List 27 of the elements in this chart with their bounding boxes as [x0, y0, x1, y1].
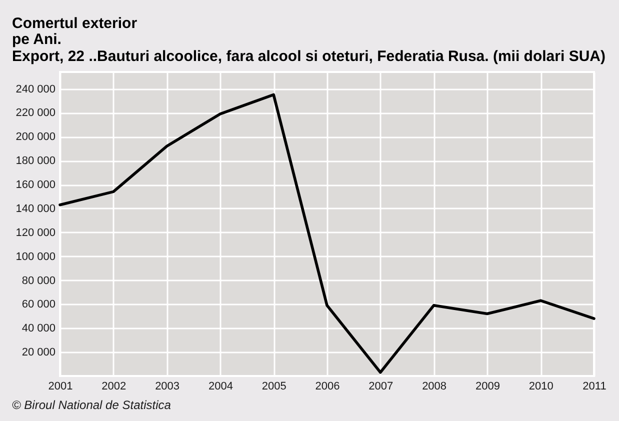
y-tick-label: 120 000: [16, 226, 56, 239]
y-tick-label: 160 000: [16, 179, 56, 192]
chart-subtitle: pe Ani. Export, 22 ..Bauturi alcoolice, fara alcool si oteturi, Federatia Rusa. (mii dolari SUA): [12, 31, 606, 65]
y-tick-label: 140 000: [16, 202, 56, 215]
line-series: [58, 93, 596, 374]
y-tick-label: 100 000: [16, 250, 56, 263]
x-tick-label: 2006: [315, 380, 340, 392]
x-tick-label: 2009: [475, 380, 500, 392]
y-tick-label: 240 000: [16, 83, 56, 96]
y-tick-label: 200 000: [16, 131, 56, 144]
y-tick-label: 20 000: [22, 346, 56, 359]
y-tick-label: 220 000: [16, 107, 56, 120]
x-tick-label: 2003: [155, 380, 180, 392]
text: © Biroul National de Statistica: [12, 398, 172, 412]
x-tick-label: 2011: [582, 380, 606, 392]
chart-title: Comertul exterior: [12, 15, 138, 32]
y-tick-label: 80 000: [22, 274, 56, 287]
x-tick-label: 2005: [262, 380, 286, 392]
y-tick-label: 60 000: [22, 298, 56, 311]
x-tick-label: 2010: [528, 380, 554, 392]
x-tick-label: 2001: [48, 380, 73, 392]
x-tick-label: 2002: [102, 380, 126, 392]
y-tick-label: 180 000: [16, 155, 56, 168]
y-tick-label: 40 000: [22, 322, 56, 335]
x-tick-label: 2004: [208, 380, 233, 392]
x-tick-label: 2008: [422, 380, 447, 392]
x-tick-label: 2007: [368, 380, 394, 392]
